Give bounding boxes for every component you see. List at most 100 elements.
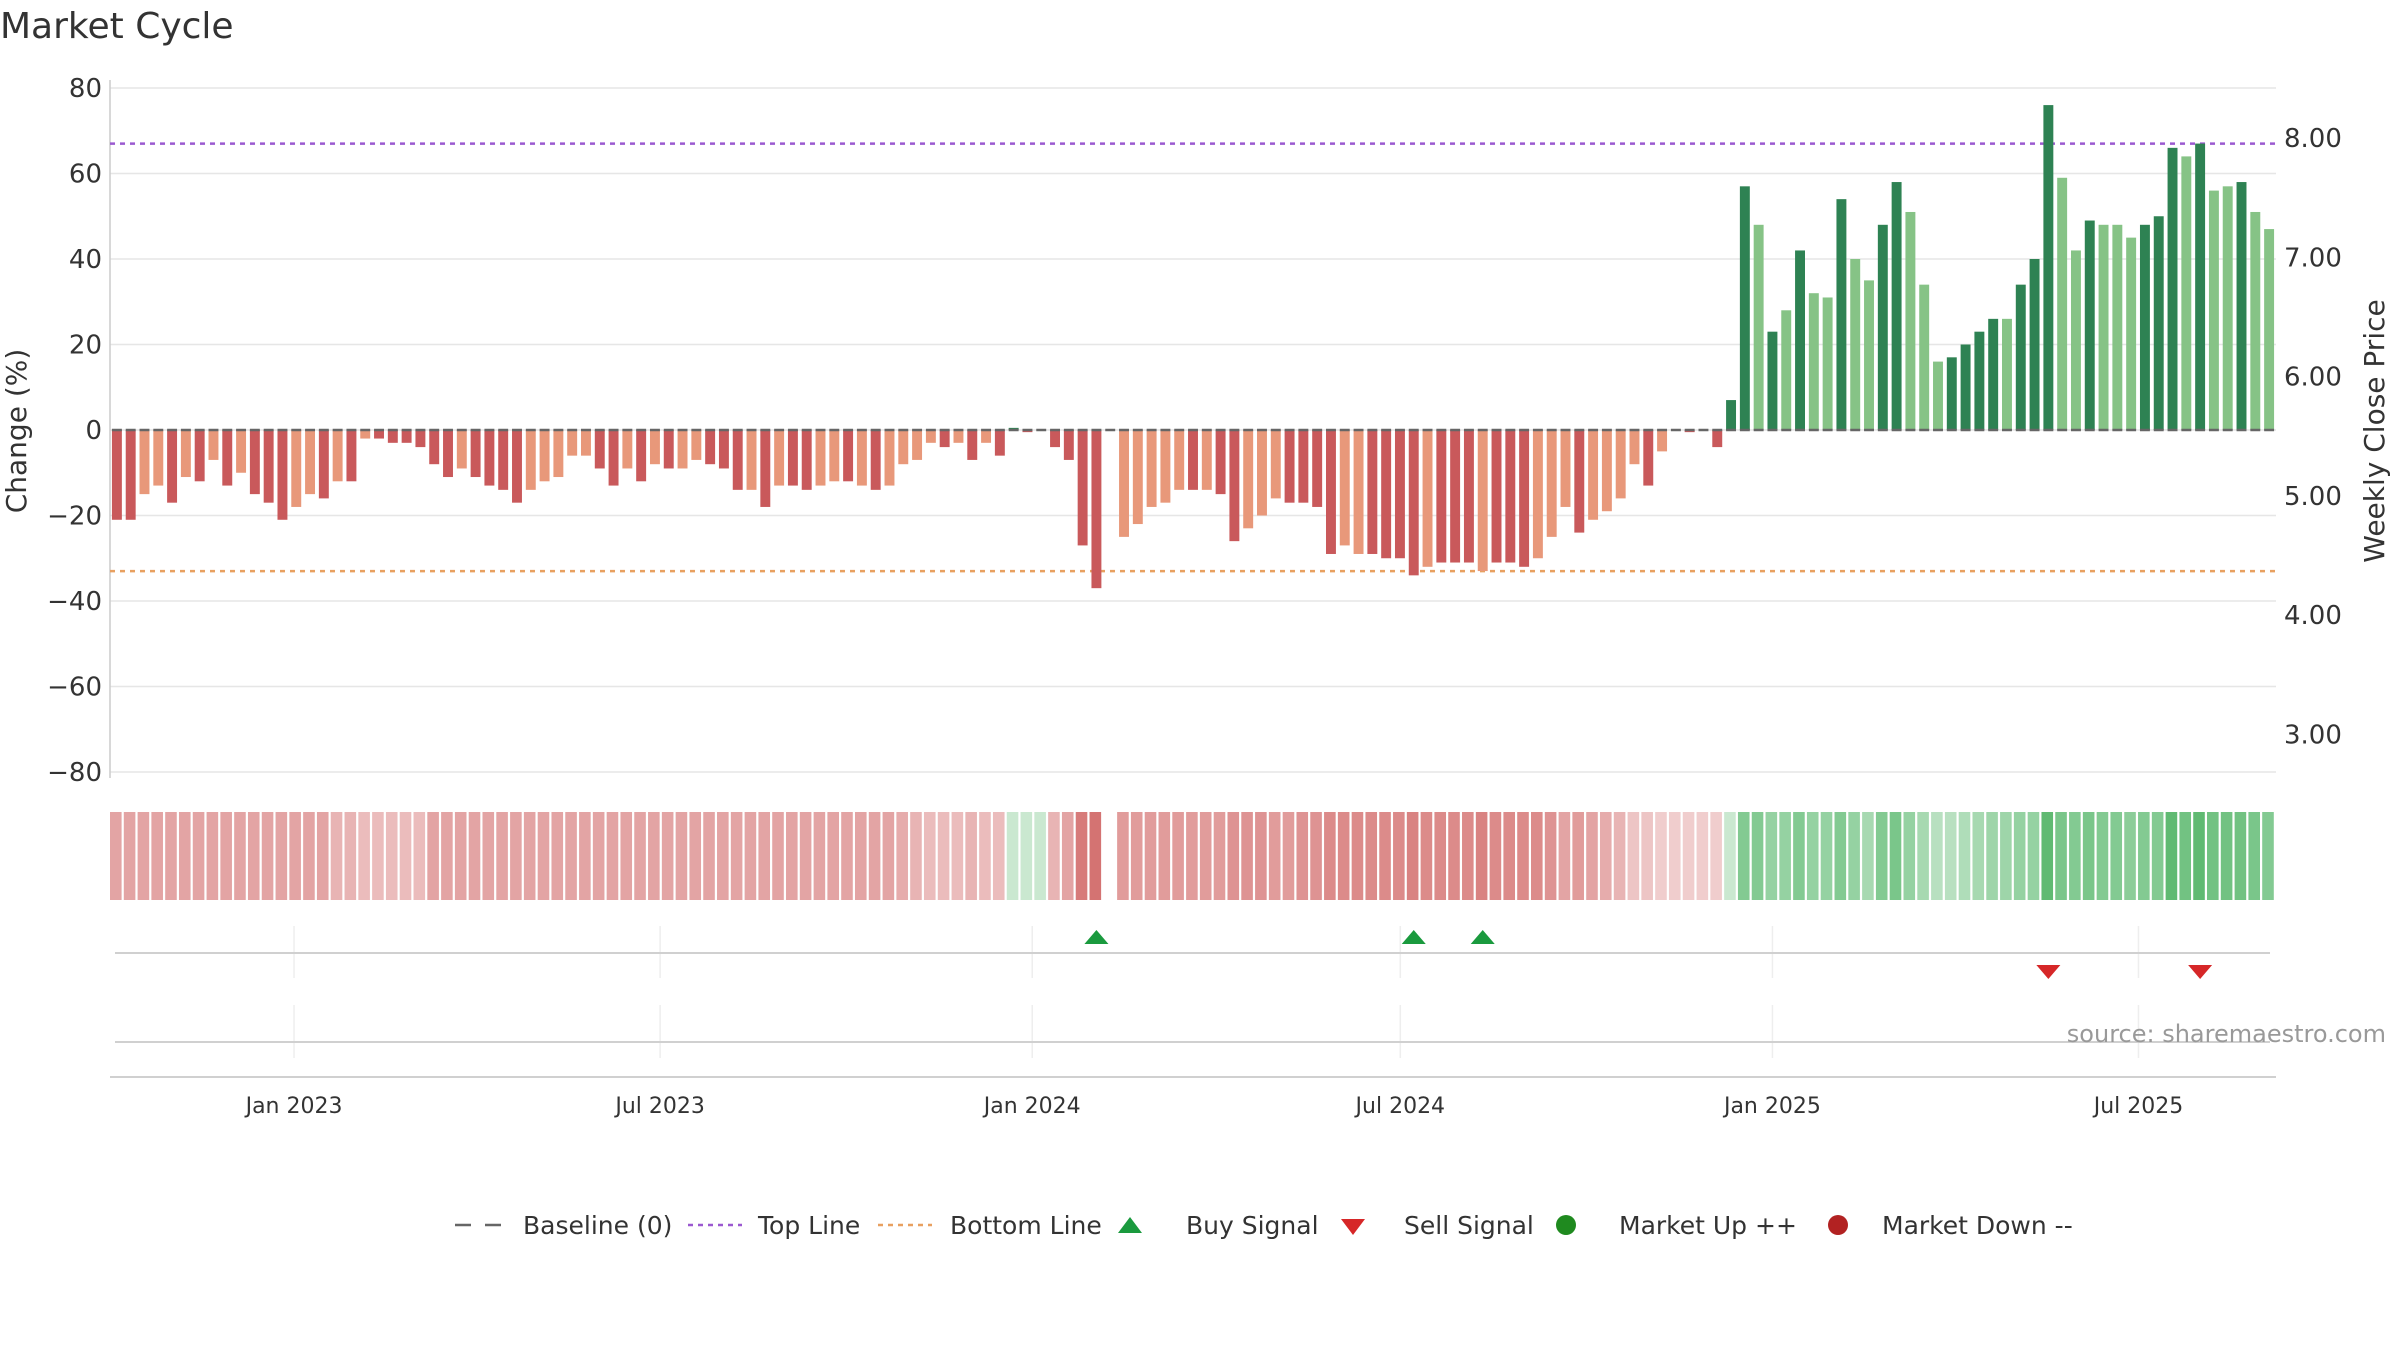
bar [2002,318,2012,430]
band-cell [178,812,191,900]
band-cell [551,812,564,900]
bar [1960,344,1971,430]
bar [1408,430,1419,576]
bar [705,430,716,465]
x-tick-label: Jul 2025 [2092,1094,2184,1119]
bar [1560,430,1571,507]
bar [1546,430,1557,537]
band-cell [2069,812,2081,900]
band-cell [151,812,163,900]
bar [1270,430,1281,499]
legend-item: Market Up ++ [1556,1211,1797,1240]
x-tick-label: Jul 2023 [613,1094,705,1119]
bar [332,430,343,482]
band-cell [1379,812,1391,900]
bar [760,430,771,507]
band-cell [2124,812,2136,900]
bar [1822,297,1833,430]
band-cell [1365,812,1378,900]
y-axis-right-label: Weekly Close Price [2358,299,2391,562]
legend-item: Baseline (0) [455,1211,672,1240]
bar [994,430,1005,456]
band-cell [1903,812,1916,900]
band-cell [1434,812,1447,900]
band-cell [1613,812,1626,900]
band-cell [744,812,757,900]
bar [1988,318,1999,430]
band-cell [1034,812,1046,900]
x-tick-label: Jul 2024 [1354,1094,1446,1119]
buy-signal-marker [1401,930,1426,944]
band-cell [1931,812,1943,900]
bar [1422,430,1433,567]
band-cell [399,812,412,900]
legend-label: Baseline (0) [523,1211,672,1240]
band-cell [1599,812,1612,900]
band-cell [1572,812,1584,900]
bar [746,430,757,490]
bar [1933,361,1943,430]
bar [1808,293,1819,430]
bar [939,430,950,448]
band-cell [1944,812,1957,900]
bar [222,430,233,486]
bar [663,430,674,469]
bar [1450,430,1461,563]
y-tick-label: 20 [69,331,102,361]
bar [1864,280,1874,430]
bar [374,430,384,439]
band-cell [813,812,826,900]
bar [305,430,316,495]
legend-swatch [1118,1217,1142,1233]
bar [2167,147,2178,430]
bar [1312,430,1323,507]
band-cell [344,812,357,900]
bar [1477,430,1488,572]
band-cell [2110,812,2123,900]
bar [581,430,591,456]
bar [208,430,219,460]
x-tick-label: Jan 2024 [982,1094,1081,1119]
bar [1201,430,1212,490]
band-cell [1144,812,1157,900]
bar [1919,284,1930,430]
bar [1836,199,1847,430]
bar [194,430,205,482]
bar [2222,186,2233,430]
band-cell [1268,812,1281,900]
bar [512,430,522,503]
bar [1381,430,1392,559]
buy-signal-marker [1470,930,1495,944]
legend-item: Sell Signal [1341,1211,1534,1240]
band-cell [1668,812,1681,900]
bar [1243,430,1254,529]
band-cell [634,812,646,900]
band-cell [441,812,453,900]
band-cell [951,812,964,900]
band-cell [841,812,853,900]
band-cell [2165,812,2178,900]
band-cell [220,812,232,900]
band-cell [165,812,177,900]
bar [801,430,812,490]
band-cell [261,812,274,900]
band-cell [1020,812,1033,900]
band-cell [289,812,301,900]
bar [649,430,660,465]
band-cell [1351,812,1364,900]
band-cell [1531,812,1543,900]
bar [2057,177,2068,430]
band-cell [1972,812,1985,900]
band-cell [1186,812,1198,900]
bar [2139,224,2150,430]
bar [1284,430,1295,503]
market-panel [110,1041,2276,1078]
bar [1657,430,1668,452]
bar [1781,310,1792,430]
band-cell [1089,812,1102,900]
bar [608,430,619,486]
bar [1436,430,1447,563]
band-cell [2000,812,2012,900]
legend: Baseline (0) Top Line Bottom Line Buy Signa… [455,1211,2073,1240]
bar [1615,430,1626,499]
